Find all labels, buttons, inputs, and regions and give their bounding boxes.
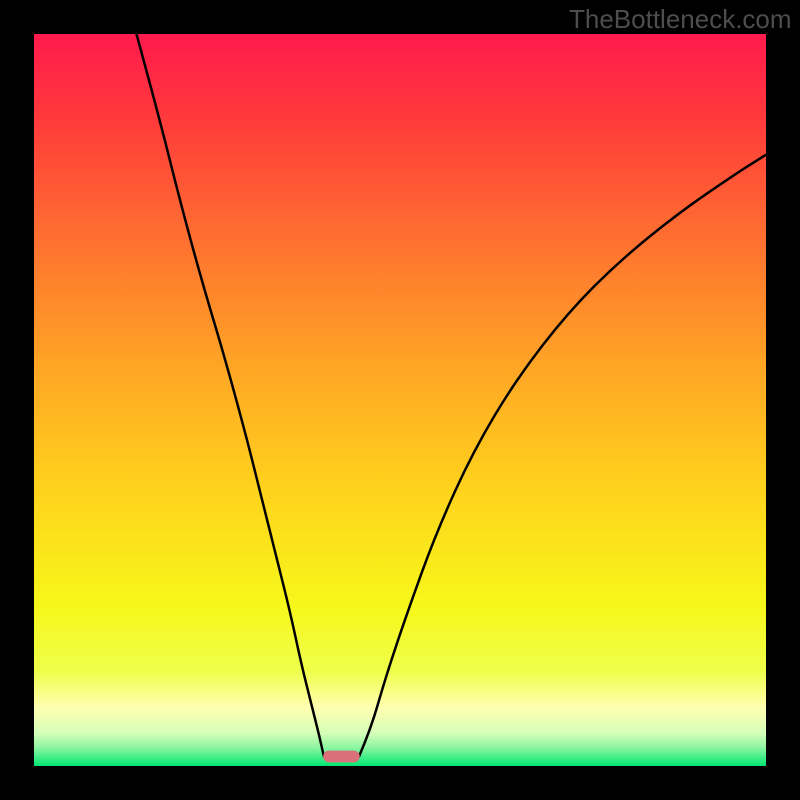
chart-frame: TheBottleneck.com [0,0,800,800]
watermark-text: TheBottleneck.com [569,4,792,35]
dip-marker [323,751,360,763]
plot-background [34,34,766,766]
bottleneck-chart [0,0,800,800]
